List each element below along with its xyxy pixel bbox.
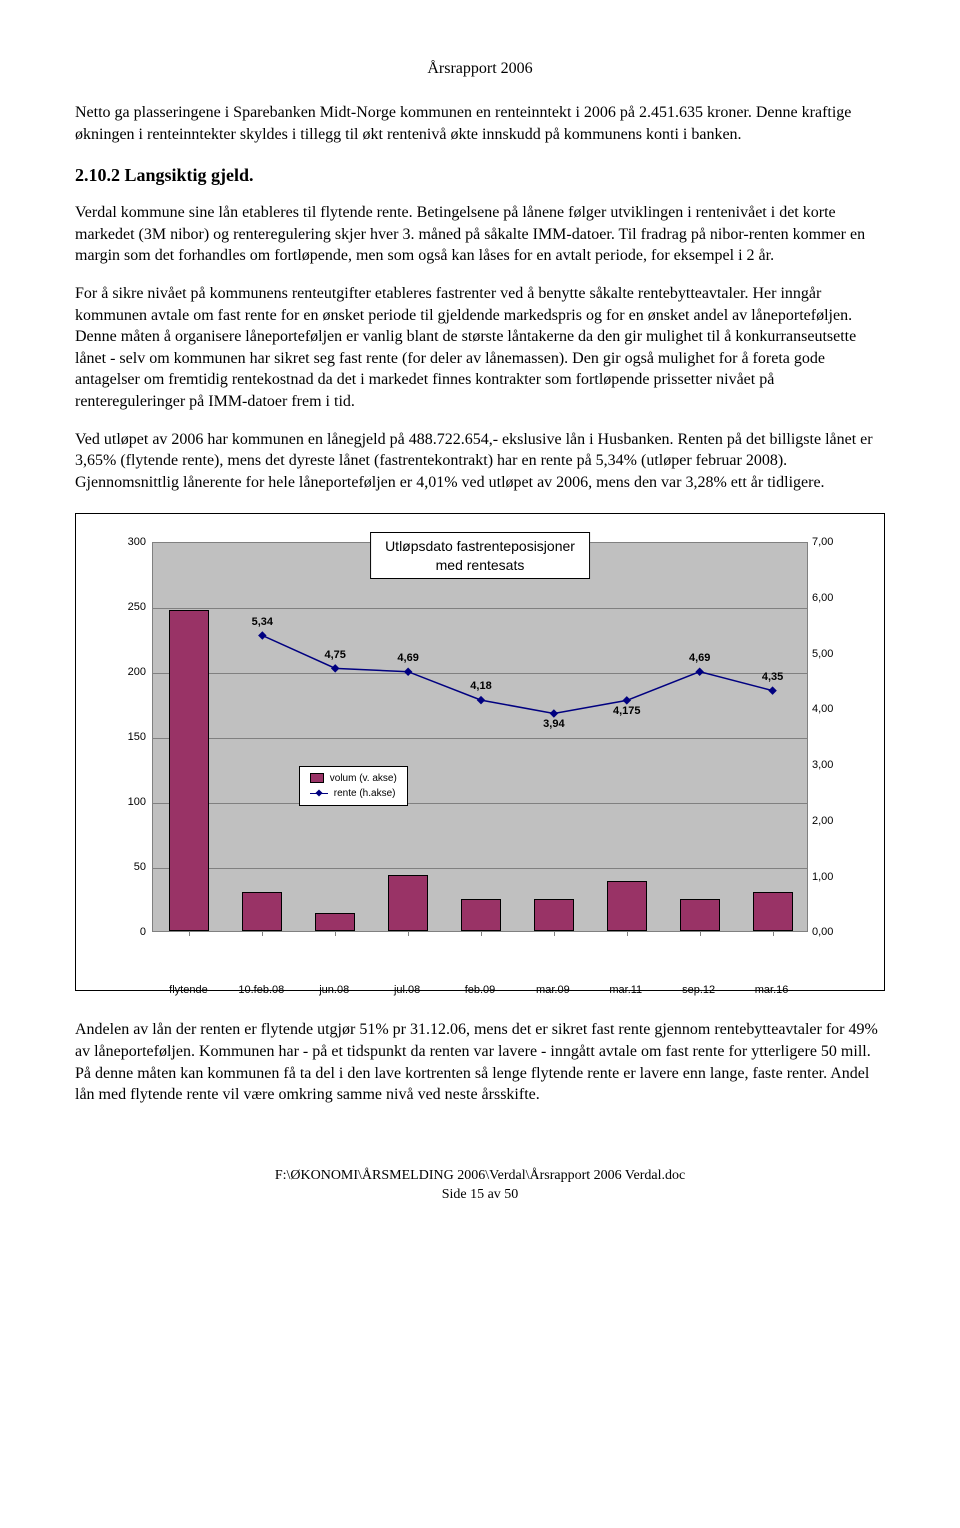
chart-legend: volum (v. akse) rente (h.akse) bbox=[299, 766, 408, 806]
bar bbox=[388, 875, 428, 931]
chart-plot-area: 5,34 4,75 4,69 4,18 3,94 4,175 4,69 4,35 volum (… bbox=[152, 542, 808, 972]
chart-title-line2: med rentesats bbox=[436, 557, 525, 573]
line-value-label: 4,35 bbox=[762, 671, 783, 683]
x-tick-label: mar.11 bbox=[609, 984, 642, 996]
x-tick-label: sep.12 bbox=[682, 984, 715, 996]
y-left-tick-label: 50 bbox=[118, 861, 146, 873]
legend-item-volume: volum (v. akse) bbox=[310, 771, 397, 786]
legend-item-rate: rente (h.akse) bbox=[310, 786, 397, 801]
line-value-label: 4,69 bbox=[397, 652, 418, 664]
line-value-label: 4,69 bbox=[689, 652, 710, 664]
y-right-tick-label: 2,00 bbox=[812, 815, 844, 827]
line-value-label: 3,94 bbox=[543, 718, 564, 730]
y-left-tick-label: 100 bbox=[118, 796, 146, 808]
line-value-label: 5,34 bbox=[252, 616, 273, 628]
y-right-tick-label: 6,00 bbox=[812, 592, 844, 604]
x-tick-label: mar.09 bbox=[536, 984, 570, 996]
line-value-label: 4,75 bbox=[325, 649, 346, 661]
chart-container: 5,34 4,75 4,69 4,18 3,94 4,175 4,69 4,35 volum (… bbox=[75, 513, 885, 991]
x-tick-label: 10.feb.08 bbox=[238, 984, 284, 996]
paragraph-4: Ved utløpet av 2006 har kommunen en låne… bbox=[75, 429, 885, 494]
y-left-tick-label: 200 bbox=[118, 666, 146, 678]
bar bbox=[461, 899, 501, 932]
bar bbox=[242, 892, 282, 931]
y-right-tick-label: 7,00 bbox=[812, 536, 844, 548]
bar bbox=[169, 610, 209, 931]
y-left-tick-label: 300 bbox=[118, 536, 146, 548]
bar bbox=[607, 881, 647, 932]
legend-label-volume: volum (v. akse) bbox=[330, 773, 397, 784]
section-title: 2.10.2 Langsiktig gjeld. bbox=[75, 165, 885, 186]
grid-line bbox=[153, 803, 807, 804]
paragraph-2: Verdal kommune sine lån etableres til fl… bbox=[75, 202, 885, 267]
page-footer: F:\ØKONOMI\ÅRSMELDING 2006\Verdal\Årsrap… bbox=[75, 1166, 885, 1205]
x-tick-label: jul.08 bbox=[394, 984, 420, 996]
paragraph-1: Netto ga plasseringene i Sparebanken Mid… bbox=[75, 102, 885, 145]
bar bbox=[753, 892, 793, 931]
x-tick-label: mar.16 bbox=[755, 984, 789, 996]
grid-line bbox=[153, 608, 807, 609]
footer-page: Side 15 av 50 bbox=[75, 1185, 885, 1205]
chart-background: 5,34 4,75 4,69 4,18 3,94 4,175 4,69 4,35 volum (… bbox=[152, 542, 808, 932]
x-tick-label: feb.09 bbox=[465, 984, 496, 996]
line-value-label: 4,175 bbox=[613, 705, 641, 717]
y-left-tick-label: 0 bbox=[118, 926, 146, 938]
legend-swatch-bar bbox=[310, 773, 324, 783]
x-tick-label: flytende bbox=[169, 984, 208, 996]
bar bbox=[315, 913, 355, 931]
chart-title: Utløpsdato fastrenteposisjoner med rente… bbox=[370, 532, 590, 578]
footer-path: F:\ØKONOMI\ÅRSMELDING 2006\Verdal\Årsrap… bbox=[75, 1166, 885, 1186]
x-tick-label: jun.08 bbox=[319, 984, 349, 996]
grid-line bbox=[153, 738, 807, 739]
line-value-label: 4,18 bbox=[470, 680, 491, 692]
y-right-tick-label: 3,00 bbox=[812, 759, 844, 771]
bar bbox=[680, 899, 720, 932]
bar bbox=[534, 899, 574, 932]
y-left-tick-label: 150 bbox=[118, 731, 146, 743]
y-right-tick-label: 4,00 bbox=[812, 703, 844, 715]
y-right-tick-label: 5,00 bbox=[812, 648, 844, 660]
paragraph-5: Andelen av lån der renten er flytende ut… bbox=[75, 1019, 885, 1105]
grid-line bbox=[153, 868, 807, 869]
chart-title-line1: Utløpsdato fastrenteposisjoner bbox=[385, 538, 575, 554]
y-left-tick-label: 250 bbox=[118, 601, 146, 613]
legend-label-rate: rente (h.akse) bbox=[334, 788, 396, 799]
y-right-tick-label: 0,00 bbox=[812, 926, 844, 938]
legend-swatch-line bbox=[310, 788, 328, 798]
page-header-title: Årsrapport 2006 bbox=[75, 60, 885, 78]
paragraph-3: For å sikre nivået på kommunens renteutg… bbox=[75, 283, 885, 413]
grid-line bbox=[153, 673, 807, 674]
y-right-tick-label: 1,00 bbox=[812, 871, 844, 883]
